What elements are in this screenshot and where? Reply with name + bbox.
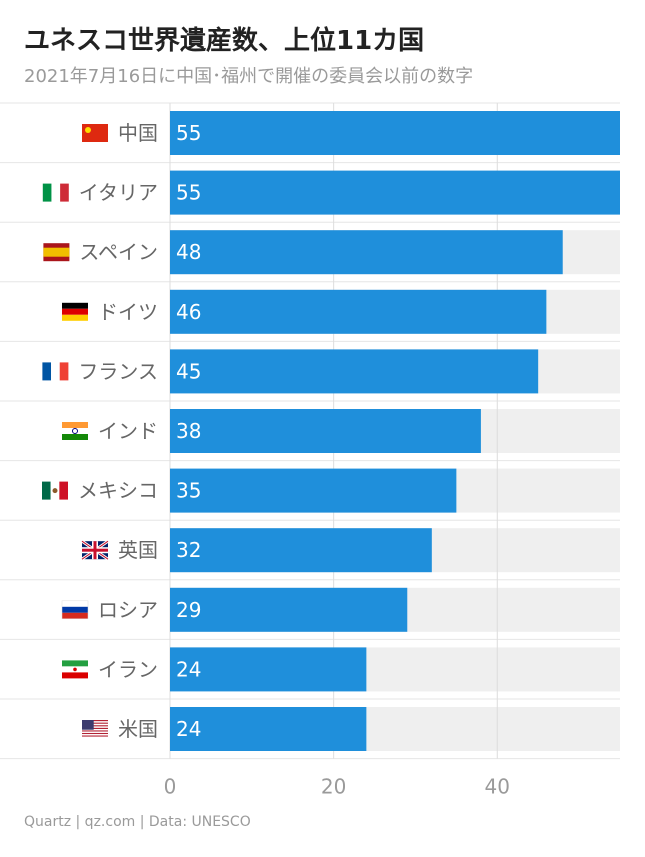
category-label: イタリア [79, 181, 158, 205]
flag-ir-icon [62, 660, 88, 679]
bar [170, 349, 539, 394]
category-label: スペイン [79, 240, 158, 264]
bar [170, 528, 432, 573]
flag-mx-icon [42, 481, 68, 500]
bar [170, 587, 408, 632]
flag-fr-icon [42, 362, 69, 381]
bar [170, 409, 481, 453]
x-tick-label: 20 [321, 775, 346, 799]
category-label: 中国 [118, 121, 158, 145]
category-label: 米国 [118, 717, 158, 741]
flag-it-icon [42, 183, 69, 202]
flag-in-icon [62, 422, 88, 440]
bar [170, 289, 547, 334]
source-credit: Quartz | qz.com | Data: UNESCO [24, 814, 251, 830]
data-label: 35 [176, 479, 201, 503]
flag-de-icon [62, 302, 88, 321]
bar [170, 230, 563, 275]
bar [170, 111, 620, 155]
data-label: 32 [176, 538, 201, 562]
chart-title: ユネスコ世界遺産数、上位11カ国 [24, 26, 425, 56]
x-tick-label: 0 [164, 775, 177, 799]
flag-gb-icon [81, 539, 109, 561]
category-label: 英国 [118, 538, 158, 562]
data-label: 24 [176, 717, 201, 741]
data-label: 46 [176, 300, 201, 324]
data-label: 45 [176, 359, 201, 383]
x-tick-label: 40 [485, 775, 510, 799]
data-label: 24 [176, 657, 201, 681]
category-label: インド [98, 419, 158, 443]
chart-subtitle: 2021年7月16日に中国･福州で開催の委員会以前の数字 [24, 66, 474, 87]
bar [170, 707, 367, 751]
flag-us-icon [82, 720, 108, 738]
flag-es-icon [43, 243, 70, 262]
category-label: イラン [98, 657, 158, 681]
flag-cn-icon [82, 124, 108, 142]
category-label: ロシア [98, 598, 158, 622]
data-label: 55 [176, 121, 201, 145]
category-label: フランス [78, 359, 158, 383]
data-label: 55 [176, 181, 201, 205]
data-label: 48 [176, 240, 201, 264]
bar [170, 468, 457, 513]
category-label: メキシコ [78, 479, 158, 503]
data-label: 29 [176, 598, 201, 622]
bar [170, 647, 367, 692]
bar [170, 170, 620, 215]
category-label: ドイツ [98, 300, 158, 324]
flag-ru-icon [61, 600, 89, 620]
data-label: 38 [176, 419, 201, 443]
